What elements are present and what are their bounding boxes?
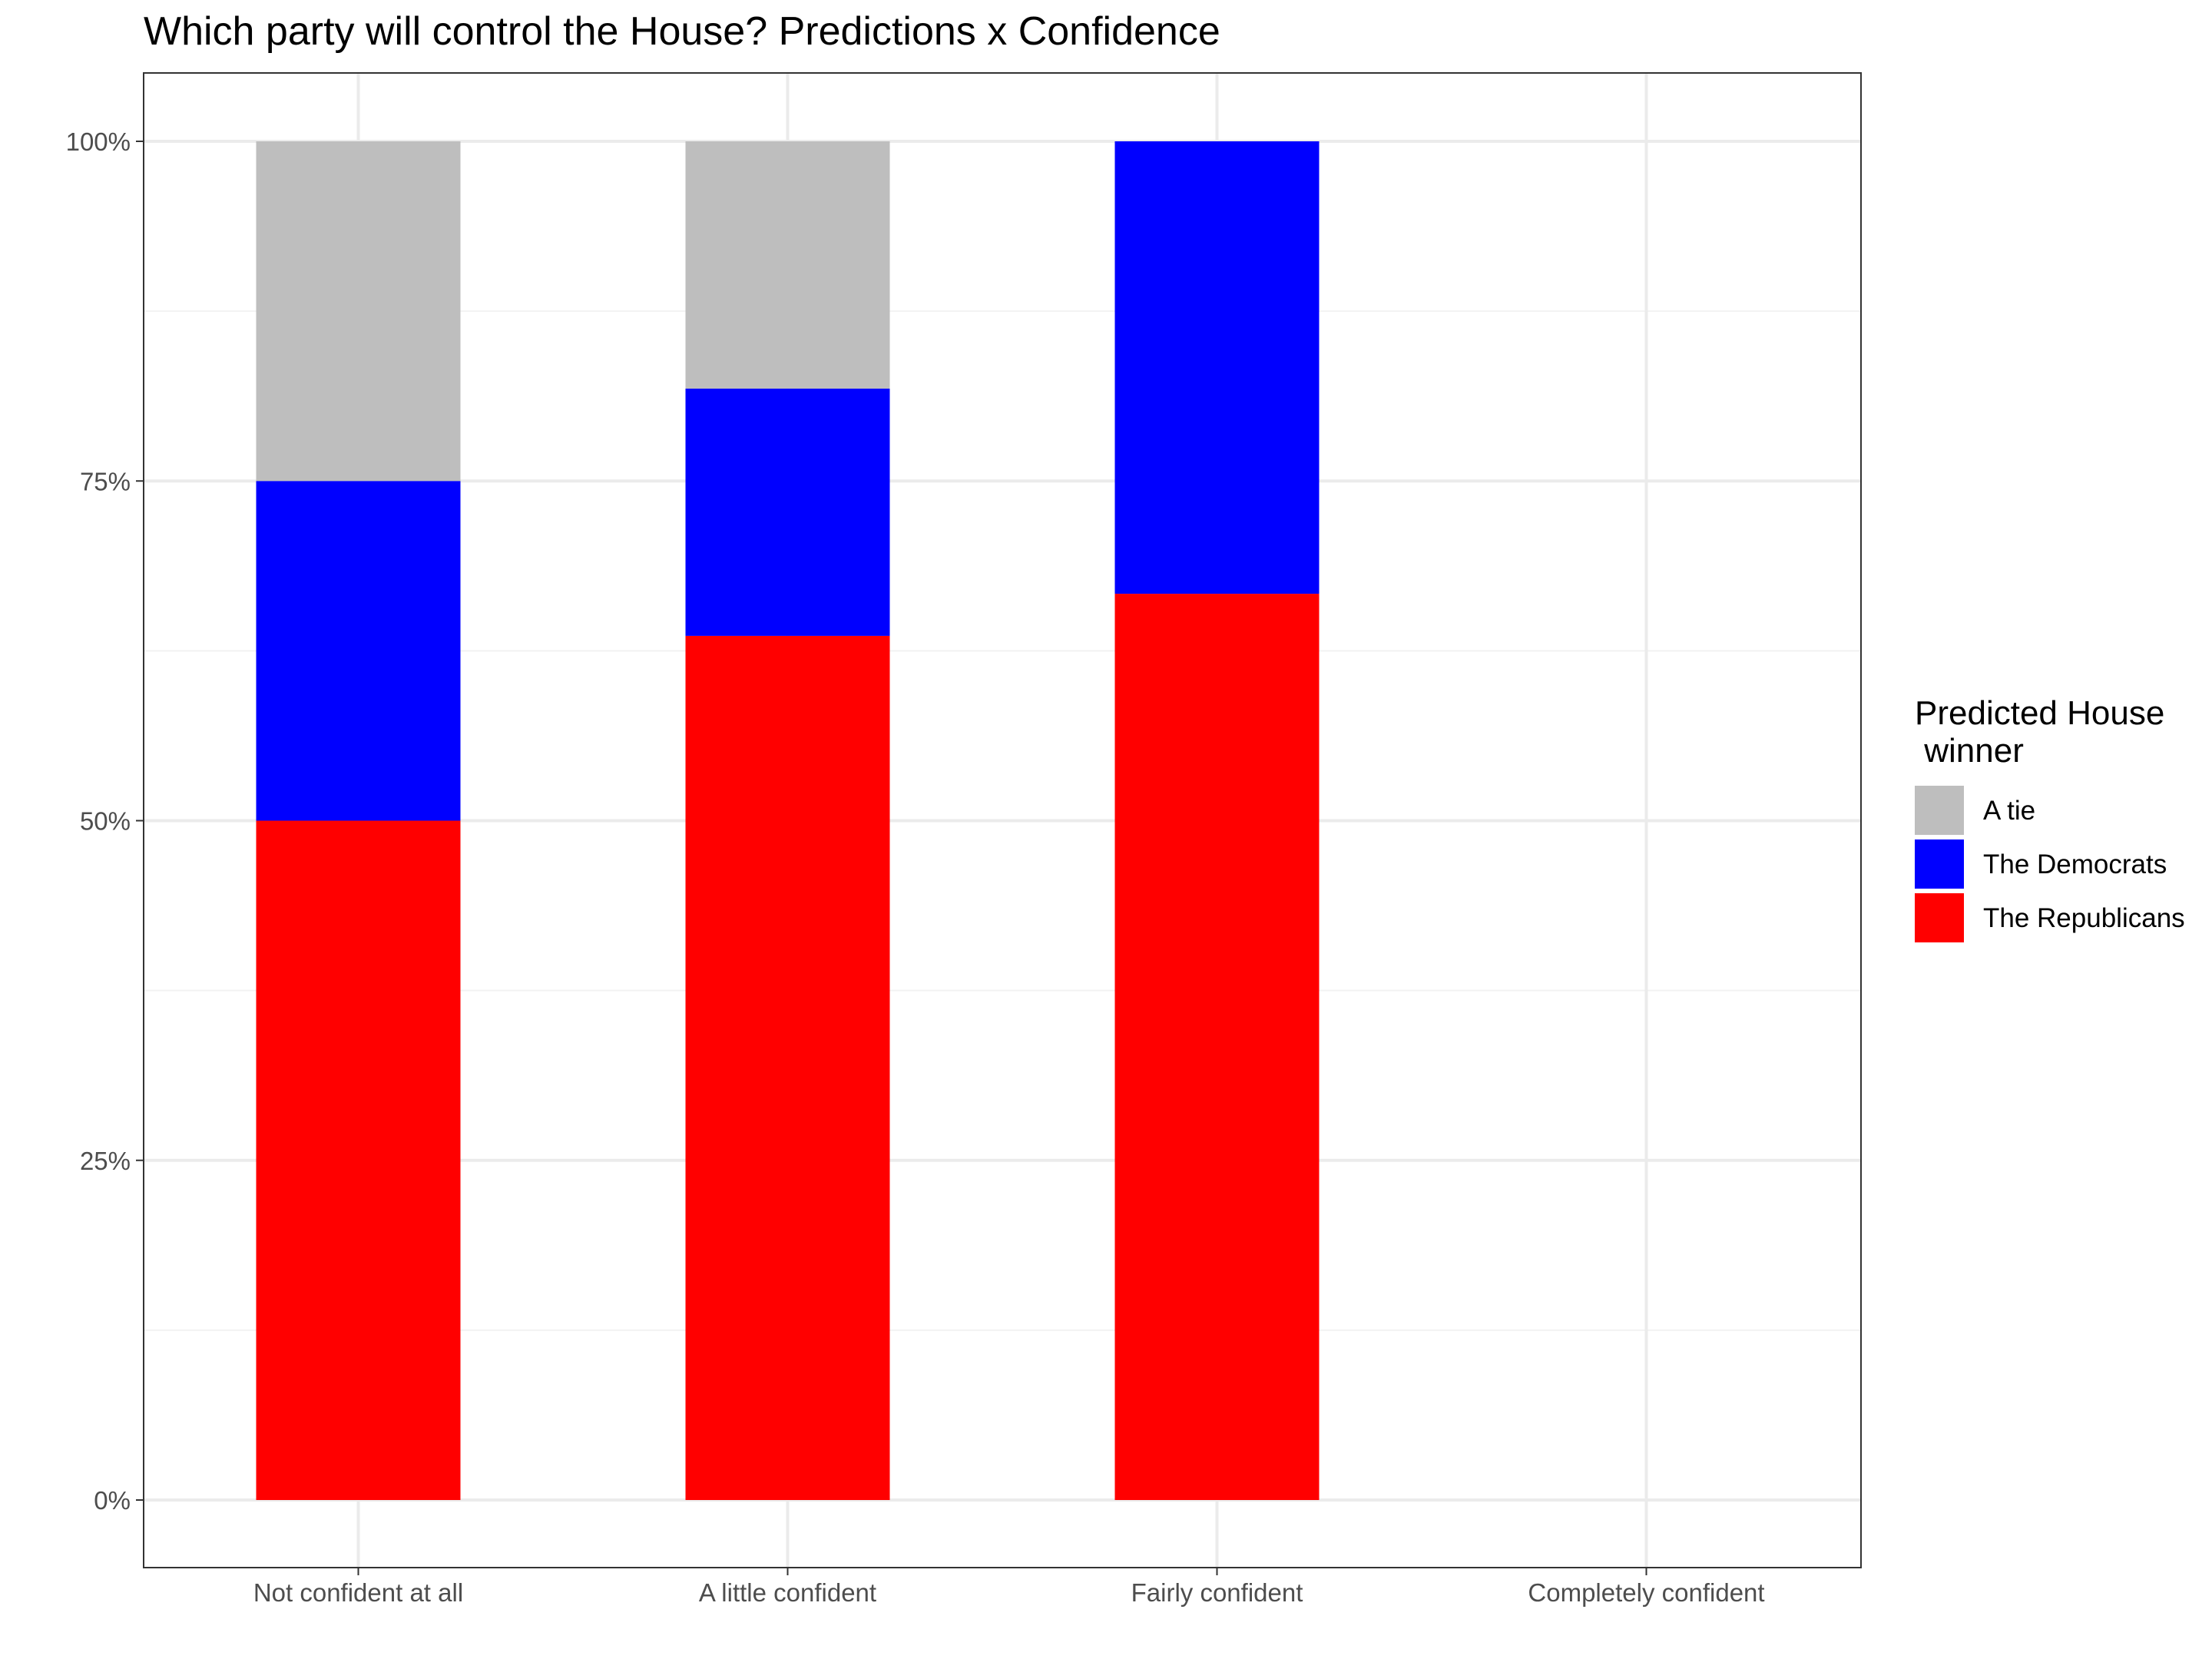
legend-label: A tie bbox=[1983, 796, 2035, 826]
bar-segment-the-democrats bbox=[685, 388, 890, 636]
y-tick-label: 100% bbox=[66, 127, 131, 156]
y-tick-label: 25% bbox=[80, 1147, 131, 1175]
x-tick-label: A little confident bbox=[699, 1578, 876, 1607]
legend: Predicted House winner A tie The Democrats… bbox=[1915, 694, 2185, 942]
bar-segment-the-democrats bbox=[1114, 141, 1320, 594]
legend-key bbox=[1915, 839, 1964, 889]
legend-key bbox=[1915, 786, 1964, 835]
bar-segment-a-tie bbox=[685, 141, 890, 389]
y-tick-label: 0% bbox=[94, 1486, 131, 1515]
bar-segment-the-republicans bbox=[685, 635, 890, 1500]
y-tick-label: 50% bbox=[80, 807, 131, 836]
legend-title: Predicted House bbox=[1915, 694, 2164, 732]
bar-segment-the-republicans bbox=[1114, 594, 1320, 1500]
legend-key bbox=[1915, 893, 1964, 942]
legend-label: The Democrats bbox=[1983, 849, 2167, 879]
axes: 0% 25% 50% 75% 100% Not confident at all A lit… bbox=[66, 72, 1862, 1607]
x-tick-label: Completely confident bbox=[1528, 1578, 1764, 1607]
bar-segment-a-tie bbox=[256, 141, 461, 482]
x-tick-label: Not confident at all bbox=[253, 1578, 463, 1607]
legend-label: The Republicans bbox=[1983, 903, 2185, 933]
bar-segment-the-republicans bbox=[256, 820, 461, 1500]
y-tick-label: 75% bbox=[80, 467, 131, 495]
chart-title: Which party will control the House? Pred… bbox=[144, 9, 1220, 54]
bar-segment-the-democrats bbox=[256, 481, 461, 821]
bars bbox=[256, 141, 1320, 1500]
legend-title: winner bbox=[1915, 732, 2024, 770]
x-tick-label: Fairly confident bbox=[1131, 1578, 1303, 1607]
